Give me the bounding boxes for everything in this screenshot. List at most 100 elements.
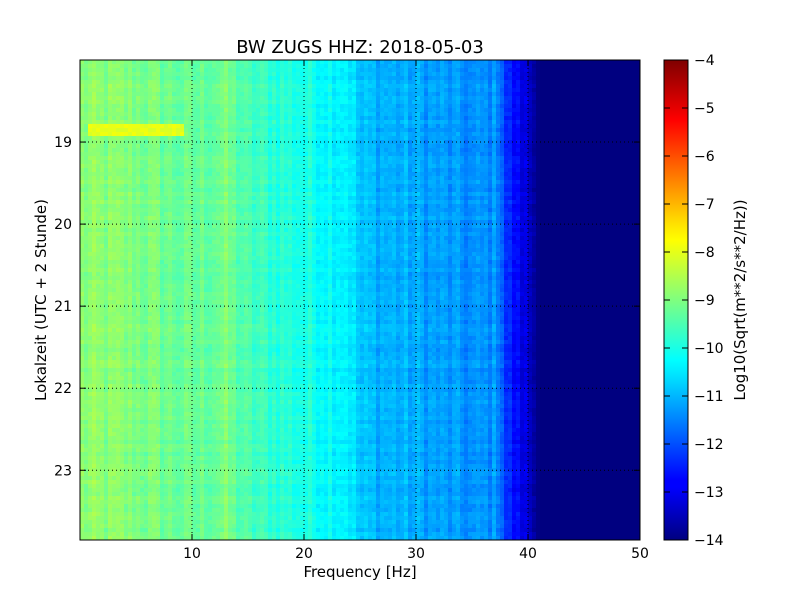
heatmap-cell — [212, 180, 217, 185]
heatmap-cell — [376, 160, 381, 165]
heatmap-cell — [380, 172, 385, 177]
heatmap-cell — [360, 164, 365, 169]
heatmap-cell — [572, 196, 577, 201]
heatmap-cell — [340, 172, 345, 177]
heatmap-cell — [428, 124, 433, 129]
heatmap-cell — [96, 152, 101, 157]
heatmap-cell — [324, 128, 329, 133]
heatmap-cell — [552, 116, 557, 121]
heatmap-cell — [316, 132, 321, 137]
heatmap-cell — [348, 100, 353, 105]
heatmap-cell — [432, 188, 437, 193]
heatmap-cell — [608, 156, 613, 161]
heatmap-cell — [560, 124, 565, 129]
heatmap-cell — [408, 72, 413, 77]
heatmap-cell — [120, 200, 125, 205]
heatmap-cell — [136, 144, 141, 149]
heatmap-cell — [360, 120, 365, 125]
heatmap-cell — [420, 116, 425, 121]
heatmap-cell — [412, 156, 417, 161]
heatmap-cell — [520, 140, 525, 145]
heatmap-cell — [320, 68, 325, 73]
heatmap-cell — [368, 156, 373, 161]
heatmap-cell — [572, 60, 577, 65]
heatmap-cell — [232, 108, 237, 113]
heatmap-cell — [100, 180, 105, 185]
heatmap-cell — [484, 68, 489, 73]
heatmap-cell — [400, 88, 405, 93]
heatmap-cell — [480, 84, 485, 89]
heatmap-cell — [140, 192, 145, 197]
heatmap-cell — [380, 140, 385, 145]
heatmap-cell — [124, 176, 129, 181]
heatmap-cell — [440, 84, 445, 89]
heatmap-cell — [388, 124, 393, 129]
heatmap-cell — [444, 172, 449, 177]
heatmap-cell — [404, 192, 409, 197]
heatmap-cell — [584, 172, 589, 177]
heatmap-cell — [188, 152, 193, 157]
heatmap-cell — [224, 108, 229, 113]
heatmap-cell — [272, 64, 277, 69]
heatmap-cell — [552, 156, 557, 161]
heatmap-cell — [476, 176, 481, 181]
heatmap-cell — [520, 112, 525, 117]
heatmap-cell — [584, 128, 589, 133]
heatmap-cell — [448, 112, 453, 117]
heatmap-cell — [308, 72, 313, 77]
heatmap-cell — [212, 144, 217, 149]
heatmap-cell — [540, 76, 545, 81]
heatmap-cell — [584, 64, 589, 69]
heatmap-cell — [80, 112, 85, 117]
heatmap-cell — [136, 100, 141, 105]
heatmap-cell — [512, 72, 517, 77]
heatmap-cell — [124, 132, 129, 137]
heatmap-cell — [428, 196, 433, 201]
heatmap-cell — [160, 172, 165, 177]
heatmap-cell — [260, 196, 265, 201]
heatmap-cell — [232, 84, 237, 89]
heatmap-cell — [468, 176, 473, 181]
heatmap-cell — [232, 148, 237, 153]
heatmap-cell — [280, 196, 285, 201]
heatmap-cell — [336, 92, 341, 97]
heatmap-cell — [156, 112, 161, 117]
heatmap-cell — [240, 196, 245, 201]
heatmap-cell — [88, 72, 93, 77]
heatmap-cell — [156, 184, 161, 189]
plot-area — [80, 60, 640, 540]
heatmap-cell — [432, 160, 437, 165]
heatmap-cell — [168, 64, 173, 69]
heatmap-cell — [216, 136, 221, 141]
heatmap-cell — [500, 116, 505, 121]
heatmap-cell — [452, 84, 457, 89]
heatmap-cell — [112, 144, 117, 149]
heatmap-cell — [328, 172, 333, 177]
heatmap-cell — [536, 184, 541, 189]
heatmap-cell — [284, 68, 289, 73]
heatmap-cell — [500, 60, 505, 65]
heatmap-cell — [96, 116, 101, 121]
heatmap-cell — [620, 188, 625, 193]
heatmap-cell — [492, 104, 497, 109]
heatmap-cell — [636, 88, 640, 93]
heatmap-cell — [104, 164, 109, 169]
heatmap-cell — [264, 156, 269, 161]
heatmap-cell — [592, 64, 597, 69]
heatmap-cell — [412, 164, 417, 169]
heatmap-cell — [248, 64, 253, 69]
heatmap-cell — [532, 164, 537, 169]
heatmap-cell — [392, 112, 397, 117]
heatmap-cell — [308, 104, 313, 109]
heatmap-cell — [140, 84, 145, 89]
heatmap-cell — [444, 128, 449, 133]
heatmap-cell — [208, 188, 213, 193]
heatmap-cell — [500, 124, 505, 129]
heatmap-cell — [328, 72, 333, 77]
heatmap-cell — [184, 176, 189, 181]
heatmap-cell — [312, 80, 317, 85]
heatmap-cell — [108, 68, 113, 73]
heatmap-cell — [104, 120, 109, 125]
heatmap-cell — [380, 132, 385, 137]
heatmap-cell — [196, 200, 201, 205]
